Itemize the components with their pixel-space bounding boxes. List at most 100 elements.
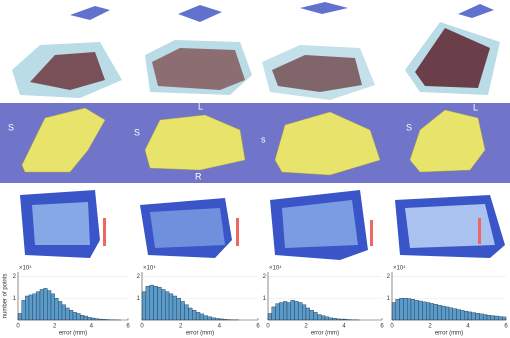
bar (418, 300, 423, 321)
scale-label: ×10⁴ (269, 265, 282, 272)
x-tick-label: 4 (466, 324, 470, 330)
y-tick-label: 2 (137, 274, 141, 280)
bar (407, 298, 412, 321)
x-tick-label: 2 (53, 324, 57, 330)
bar (36, 291, 41, 321)
y-tick-label: 2 (13, 274, 17, 280)
bar (47, 290, 52, 321)
bar (302, 304, 307, 321)
bar (180, 301, 185, 321)
bar (471, 312, 476, 321)
bar (305, 307, 310, 321)
bar (391, 302, 396, 321)
bar (161, 289, 166, 321)
x-tick-label: 0 (140, 324, 144, 330)
bar (414, 300, 419, 321)
bar (437, 304, 442, 321)
bar (188, 307, 193, 321)
bar (479, 313, 484, 321)
bar (145, 285, 150, 321)
bar (69, 309, 74, 321)
mesh-row: S L S R s S L (0, 101, 510, 183)
bar (456, 309, 461, 321)
bar (452, 308, 457, 321)
bar (153, 285, 158, 321)
bar (321, 315, 326, 321)
bar (157, 287, 162, 321)
y-tick-label: 1 (387, 296, 391, 302)
x-tick-label: 2 (179, 324, 183, 330)
bar (149, 284, 154, 321)
x-tick-label: 6 (380, 324, 384, 330)
bar (399, 297, 404, 321)
bar (83, 315, 88, 321)
bar (324, 316, 329, 321)
bar (290, 300, 295, 321)
bar (294, 301, 299, 321)
bar (61, 304, 66, 321)
bar (464, 311, 469, 321)
x-tick-label: 2 (428, 324, 432, 330)
bar (275, 303, 280, 321)
orientation-label: S (8, 122, 14, 132)
bar (50, 293, 55, 321)
bar (328, 317, 333, 321)
y-tick-label: 2 (387, 274, 391, 280)
orientation-label: S (406, 122, 412, 132)
x-axis-label: error (mm) (186, 331, 214, 337)
bar (184, 304, 189, 321)
bar (267, 313, 272, 321)
bar (168, 293, 174, 321)
bar (141, 291, 147, 321)
x-tick-label: 0 (266, 324, 270, 330)
scale-label: ×10⁴ (19, 265, 32, 272)
bar (309, 309, 314, 321)
bar (192, 309, 197, 321)
x-axis-label: error (mm) (435, 331, 463, 337)
bar (483, 314, 488, 321)
bar (410, 299, 415, 321)
bar (43, 288, 48, 321)
bar (28, 294, 33, 321)
bar (195, 312, 201, 321)
bar (433, 304, 438, 321)
bar (486, 315, 491, 321)
bar (395, 299, 400, 321)
scale-label: ×10⁴ (143, 265, 156, 272)
scale-label: ×10⁴ (393, 265, 406, 272)
orientation-label: R (195, 171, 202, 181)
bar (17, 313, 22, 321)
y-tick-label: 2 (263, 274, 267, 280)
x-axis-label: error (mm) (59, 331, 87, 337)
bar (441, 305, 446, 321)
bar (313, 312, 318, 321)
bar (176, 297, 181, 321)
orientation-label: S (134, 127, 140, 137)
bar (445, 306, 450, 321)
bar (164, 291, 170, 321)
x-tick-label: 6 (504, 324, 508, 330)
bar (467, 311, 472, 321)
bar (271, 306, 276, 321)
x-tick-label: 0 (16, 324, 20, 330)
bar (317, 314, 322, 321)
bar (21, 300, 26, 321)
bar (426, 302, 431, 321)
bar (58, 301, 63, 321)
x-axis-label: error (mm) (311, 331, 339, 337)
bar (25, 295, 30, 321)
y-tick-label: 1 (137, 296, 141, 302)
orientation-label: L (198, 101, 203, 111)
bar (76, 313, 81, 321)
bar (211, 317, 216, 321)
bar (283, 301, 288, 321)
bar (448, 307, 453, 321)
bar (32, 293, 37, 321)
bar (199, 313, 205, 321)
bar (80, 315, 85, 321)
y-tick-label: 1 (13, 296, 17, 302)
point-clouds-row (12, 2, 500, 100)
bar (203, 315, 208, 321)
